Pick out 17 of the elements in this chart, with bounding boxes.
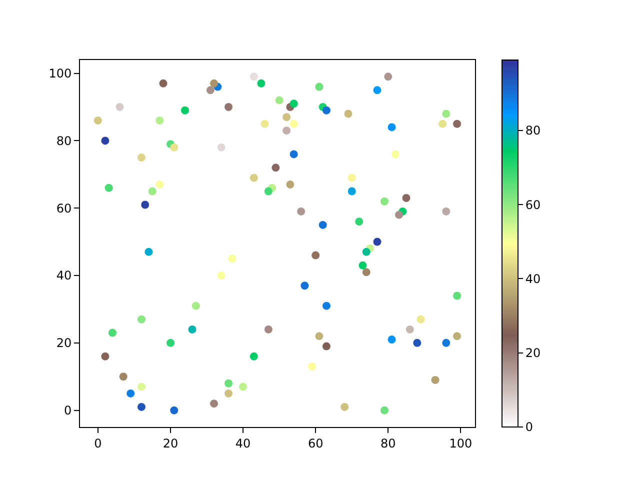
x-tick-label: 40 — [235, 436, 251, 450]
x-tick-label: 20 — [162, 436, 178, 450]
y-tick-label: 60 — [56, 201, 72, 216]
y-tick-label: 20 — [56, 336, 72, 350]
y-tick-label: 0 — [64, 404, 72, 418]
x-tick-label: 60 — [308, 436, 324, 450]
x-tick-label: 0 — [94, 436, 102, 450]
color-bar-label: 60 — [525, 198, 541, 212]
color-bar-label: 20 — [525, 346, 541, 360]
y-tick-label: 80 — [56, 134, 72, 148]
color-bar-label: 40 — [525, 272, 541, 286]
x-tick-label: 100 — [449, 436, 472, 450]
y-tick-label: 100 — [48, 66, 72, 81]
x-tick-label: 80 — [380, 436, 396, 450]
y-tick-label: 40 — [56, 268, 72, 283]
color-bar-label: 80 — [525, 124, 541, 138]
color-bar-label: 0 — [525, 420, 534, 434]
